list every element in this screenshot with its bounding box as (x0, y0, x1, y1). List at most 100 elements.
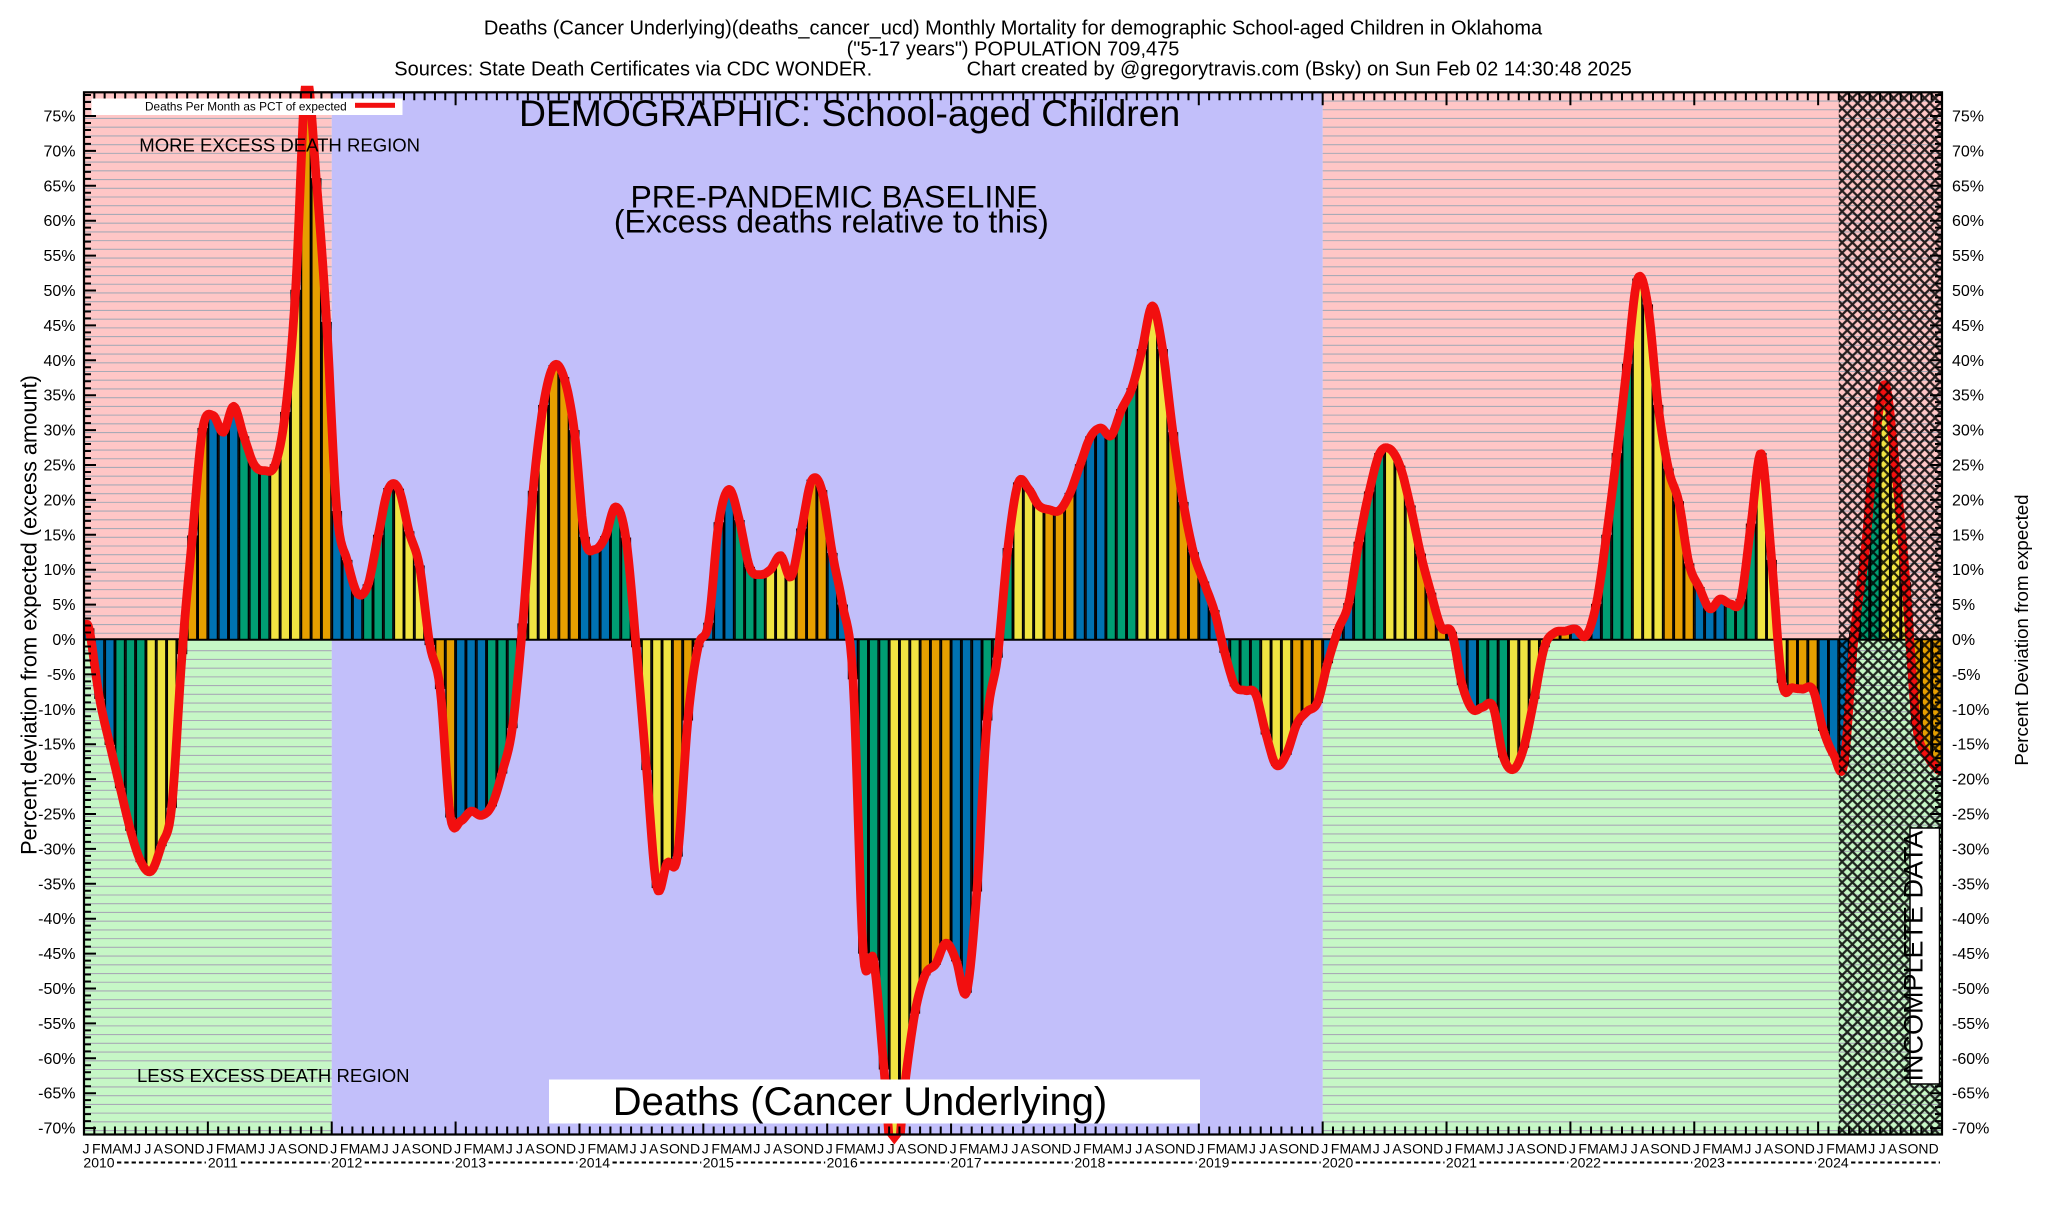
svg-text:Deaths Per Month as PCT of exp: Deaths Per Month as PCT of expected (145, 100, 347, 114)
svg-text:F: F (340, 1141, 349, 1157)
svg-text:S: S (1403, 1141, 1412, 1157)
svg-text:N: N (1918, 1141, 1928, 1157)
svg-text:J: J (1073, 1141, 1080, 1157)
svg-text:N: N (1423, 1141, 1433, 1157)
svg-text:D: D (318, 1141, 328, 1157)
svg-text:-20%: -20% (38, 772, 75, 789)
svg-text:A: A (1764, 1141, 1774, 1157)
svg-text:F: F (835, 1141, 844, 1157)
svg-text:A: A (1846, 1141, 1856, 1157)
svg-text:J: J (826, 1141, 833, 1157)
svg-text:J: J (330, 1141, 337, 1157)
svg-text:A: A (1227, 1141, 1237, 1157)
svg-text:2020: 2020 (1322, 1155, 1353, 1171)
svg-text:J: J (877, 1141, 884, 1157)
svg-text:D: D (442, 1141, 452, 1157)
svg-text:O: O (669, 1141, 680, 1157)
svg-text:S: S (1774, 1141, 1783, 1157)
svg-text:M: M (349, 1141, 361, 1157)
svg-text:-70%: -70% (1952, 1121, 1989, 1138)
svg-text:M: M (1463, 1141, 1475, 1157)
svg-text:15%: 15% (43, 527, 75, 544)
svg-text:("5-17 years") POPULATION 709,: ("5-17 years") POPULATION 709,475 (847, 39, 1180, 61)
svg-text:-65%: -65% (38, 1086, 75, 1103)
svg-text:10%: 10% (43, 562, 75, 579)
svg-text:-30%: -30% (38, 841, 75, 858)
svg-text:2014: 2014 (579, 1155, 610, 1171)
svg-text:-50%: -50% (38, 981, 75, 998)
svg-text:O: O (917, 1141, 928, 1157)
svg-text:F: F (1578, 1141, 1587, 1157)
svg-text:O: O (1536, 1141, 1547, 1157)
svg-text:J: J (1879, 1141, 1886, 1157)
svg-text:A: A (1392, 1141, 1402, 1157)
svg-text:M: M (101, 1141, 113, 1157)
svg-text:J: J (950, 1141, 957, 1157)
svg-text:N: N (1051, 1141, 1061, 1157)
svg-text:F: F (1331, 1141, 1340, 1157)
svg-text:J: J (1744, 1141, 1751, 1157)
svg-text:J: J (888, 1141, 895, 1157)
svg-text:-25%: -25% (38, 807, 75, 824)
svg-text:25%: 25% (1952, 458, 1984, 475)
svg-text:A: A (732, 1141, 742, 1157)
svg-text:A: A (1351, 1141, 1361, 1157)
svg-text:D: D (1062, 1141, 1072, 1157)
svg-text:2010: 2010 (83, 1155, 114, 1171)
svg-text:2023: 2023 (1694, 1155, 1725, 1171)
svg-text:M: M (369, 1141, 381, 1157)
svg-text:F: F (1083, 1141, 1092, 1157)
svg-text:F: F (464, 1141, 473, 1157)
svg-text:N: N (1175, 1141, 1185, 1157)
svg-text:S: S (659, 1141, 668, 1157)
svg-text:A: A (1268, 1141, 1278, 1157)
svg-text:F: F (959, 1141, 968, 1157)
svg-text:N: N (432, 1141, 442, 1157)
svg-text:O: O (173, 1141, 184, 1157)
svg-text:70%: 70% (43, 143, 75, 160)
svg-text:-5%: -5% (1952, 667, 1980, 684)
svg-text:2012: 2012 (331, 1155, 362, 1171)
svg-text:2021: 2021 (1446, 1155, 1477, 1171)
svg-text:A: A (608, 1141, 618, 1157)
svg-text:J: J (1125, 1141, 1132, 1157)
svg-text:S: S (1279, 1141, 1288, 1157)
svg-text:M: M (1216, 1141, 1228, 1157)
svg-text:M: M (596, 1141, 608, 1157)
svg-text:50%: 50% (1952, 283, 1984, 300)
svg-text:J: J (134, 1141, 141, 1157)
svg-text:-35%: -35% (1952, 876, 1989, 893)
svg-text:D: D (938, 1141, 948, 1157)
svg-text:A: A (525, 1141, 535, 1157)
svg-text:-55%: -55% (38, 1016, 75, 1033)
svg-text:J: J (206, 1141, 213, 1157)
svg-text:S: S (412, 1141, 421, 1157)
svg-text:A: A (1516, 1141, 1526, 1157)
svg-text:A: A (773, 1141, 783, 1157)
svg-text:S: S (783, 1141, 792, 1157)
svg-text:D: D (566, 1141, 576, 1157)
svg-text:O: O (1908, 1141, 1919, 1157)
svg-text:5%: 5% (52, 597, 75, 614)
svg-text:-45%: -45% (1952, 946, 1989, 963)
svg-text:-40%: -40% (38, 911, 75, 928)
svg-text:S: S (1155, 1141, 1164, 1157)
svg-text:S: S (1031, 1141, 1040, 1157)
svg-text:A: A (1021, 1141, 1031, 1157)
svg-text:15%: 15% (1952, 527, 1984, 544)
svg-text:-60%: -60% (1952, 1051, 1989, 1068)
svg-text:J: J (1001, 1141, 1008, 1157)
svg-text:J: J (258, 1141, 265, 1157)
svg-text:J: J (382, 1141, 389, 1157)
svg-text:MORE EXCESS DEATH REGION: MORE EXCESS DEATH REGION (139, 135, 420, 156)
svg-text:J: J (1755, 1141, 1762, 1157)
svg-text:Percent Deviation from expecte: Percent Deviation from expected (2011, 494, 2032, 765)
svg-text:A: A (649, 1141, 659, 1157)
svg-text:S: S (1898, 1141, 1907, 1157)
svg-text:J: J (630, 1141, 637, 1157)
svg-text:30%: 30% (1952, 423, 1984, 440)
svg-text:40%: 40% (43, 353, 75, 370)
svg-text:-60%: -60% (38, 1051, 75, 1068)
svg-text:O: O (1288, 1141, 1299, 1157)
svg-text:S: S (1650, 1141, 1659, 1157)
